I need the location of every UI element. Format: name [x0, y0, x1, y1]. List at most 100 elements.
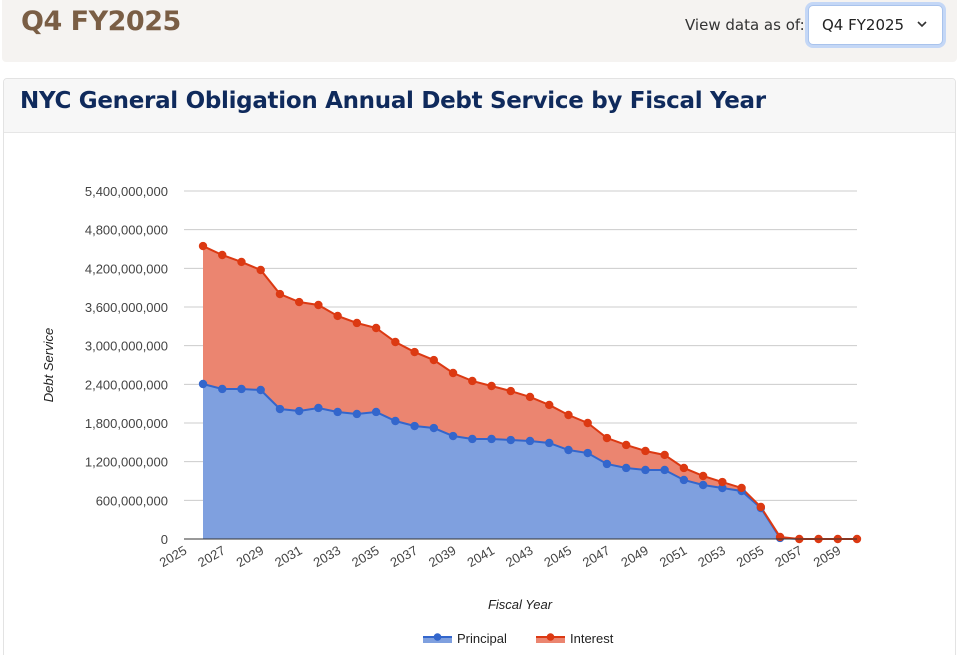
x-tick-label: 2041	[464, 543, 497, 570]
legend-marker	[546, 633, 555, 641]
y-tick-label: 3,600,000,000	[85, 300, 168, 315]
x-tick-label: 2039	[426, 543, 459, 570]
principal-point	[564, 445, 573, 455]
chevron-down-icon	[917, 21, 927, 28]
interest-area	[203, 246, 857, 539]
x-tick-label: 2045	[541, 543, 574, 570]
x-tick-label: 2053	[695, 543, 728, 570]
principal-point	[506, 435, 515, 445]
interest-point	[718, 477, 727, 487]
chart-legend: Principal Interest	[423, 631, 614, 646]
interest-point	[525, 392, 535, 402]
y-axis-tick-labels: 0 600,000,000 1,200,000,000 1,800,000,000 2,…	[85, 184, 168, 547]
principal-point	[314, 403, 323, 413]
principal-point	[621, 463, 631, 473]
interest-point	[602, 433, 612, 443]
y-tick-label: 5,400,000,000	[85, 184, 168, 199]
y-tick-label: 4,800,000,000	[85, 223, 168, 238]
interest-point	[333, 311, 342, 321]
principal-point	[448, 431, 458, 441]
principal-point	[525, 436, 535, 446]
principal-point	[718, 483, 727, 493]
interest-point	[294, 297, 304, 307]
interest-point	[371, 323, 381, 333]
x-tick-label: 2059	[811, 543, 844, 570]
interest-point	[737, 483, 746, 493]
principal-point	[237, 384, 246, 394]
report-period-bar: Q4 FY2025 View data as of: Q4 FY2025	[2, 0, 957, 62]
y-tick-label: 1,200,000,000	[85, 455, 168, 470]
interest-point	[698, 471, 708, 481]
principal-point	[352, 409, 362, 419]
interest-point	[468, 376, 477, 386]
principal-point	[641, 465, 650, 475]
x-tick-label: 2033	[311, 543, 344, 570]
principal-point	[198, 379, 208, 389]
page-title: Q4 FY2025	[21, 6, 181, 37]
interest-point	[564, 410, 573, 420]
interest-point	[583, 418, 592, 428]
interest-point	[314, 300, 323, 310]
interest-point	[410, 347, 419, 357]
x-tick-label: 2027	[195, 543, 228, 570]
principal-point	[294, 406, 304, 416]
chart-card-header: NYC General Obligation Annual Debt Servi…	[4, 79, 955, 133]
interest-point	[198, 241, 208, 251]
y-tick-label: 3,000,000,000	[85, 339, 168, 354]
principal-point	[218, 384, 227, 394]
legend-item-principal[interactable]: Principal	[423, 631, 507, 646]
interest-point	[275, 289, 285, 299]
y-axis-title: Debt Service	[41, 328, 56, 402]
interest-point	[352, 318, 362, 328]
area-fills	[203, 246, 857, 539]
legend-marker	[433, 633, 442, 641]
principal-point	[410, 421, 419, 431]
x-tick-label: 2043	[503, 543, 536, 570]
interest-point	[391, 337, 400, 347]
x-tick-label: 2029	[234, 543, 267, 570]
interest-point	[237, 257, 246, 267]
interest-point	[506, 386, 515, 396]
interest-point	[621, 440, 631, 450]
legend-label: Principal	[457, 631, 507, 646]
view-data-label: View data as of:	[685, 16, 805, 34]
principal-point	[487, 434, 496, 444]
principal-point	[391, 416, 400, 426]
x-axis-title: Fiscal Year	[488, 597, 553, 612]
interest-point	[256, 265, 265, 275]
interest-point	[660, 450, 669, 460]
principal-point	[679, 475, 689, 485]
y-tick-label: 1,800,000,000	[85, 416, 168, 431]
x-tick-label: 2035	[349, 543, 382, 570]
principal-point	[545, 438, 554, 448]
x-tick-label: 2049	[618, 543, 651, 570]
y-tick-label: 600,000,000	[96, 493, 168, 508]
interest-point	[756, 502, 766, 512]
principal-point	[468, 434, 477, 444]
interest-point	[545, 400, 554, 410]
y-tick-label: 2,400,000,000	[85, 377, 168, 392]
chart-card: NYC General Obligation Annual Debt Servi…	[3, 78, 956, 655]
principal-point	[660, 465, 669, 475]
legend-item-interest[interactable]: Interest	[536, 631, 614, 646]
interest-point	[448, 368, 458, 378]
x-axis-tick-labels: 2025 2027 2029 2031 2033 2035 2037 2039 2041 2043…	[157, 543, 844, 570]
x-tick-label: 2047	[580, 543, 613, 570]
interest-point	[679, 463, 689, 473]
interest-point	[218, 250, 227, 260]
principal-point	[583, 448, 592, 458]
x-tick-label: 2057	[772, 543, 805, 570]
principal-point	[698, 480, 708, 490]
view-data-select[interactable]: Q4 FY2025	[808, 5, 943, 45]
principal-area	[203, 384, 857, 539]
x-tick-label: 2031	[272, 543, 305, 570]
principal-point	[429, 423, 439, 433]
interest-point	[487, 381, 496, 391]
x-tick-label: 2055	[734, 543, 767, 570]
interest-point	[641, 446, 650, 456]
legend-label: Interest	[570, 631, 614, 646]
x-tick-label: 2051	[657, 543, 690, 570]
principal-point	[371, 407, 381, 417]
y-tick-label: 0	[161, 532, 168, 547]
